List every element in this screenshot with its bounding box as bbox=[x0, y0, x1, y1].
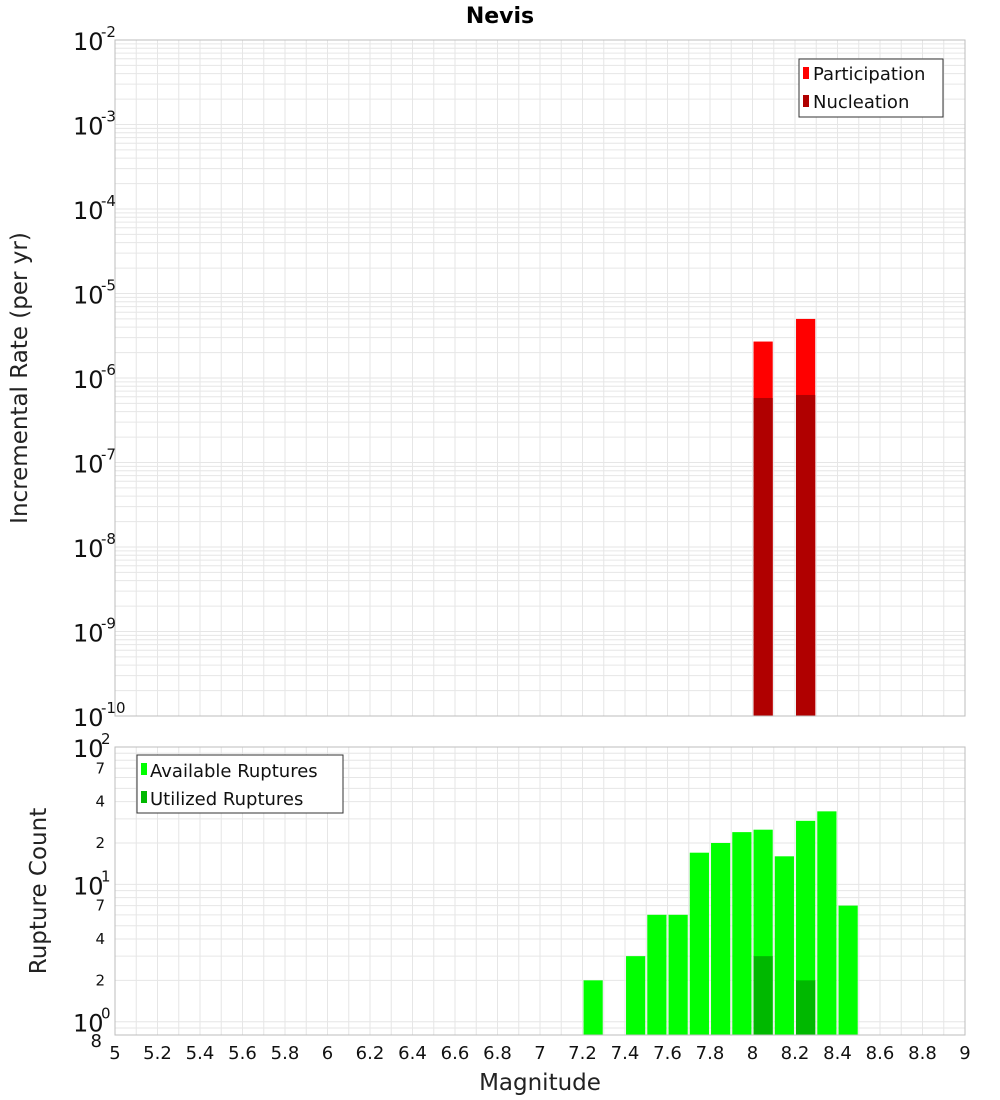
count-y-minor-tick-label: 4 bbox=[95, 793, 105, 811]
rate-y-tick-exponent: -9 bbox=[101, 615, 116, 633]
participation-legend-swatch bbox=[803, 67, 809, 79]
x-tick-label: 5.6 bbox=[228, 1043, 257, 1064]
count-plot-border bbox=[114, 746, 966, 1036]
rate-y-tick-exponent: -6 bbox=[101, 361, 116, 379]
available-ruptures-bar bbox=[647, 914, 667, 1035]
x-tick-label: 8.8 bbox=[908, 1043, 937, 1064]
nucleation-bar bbox=[796, 394, 816, 716]
count-legend: Available Ruptures Utilized Ruptures bbox=[136, 754, 344, 814]
x-tick-label: 8.6 bbox=[866, 1043, 895, 1064]
rate-y-tick-base: 10 bbox=[73, 366, 104, 394]
x-tick-label: 7.2 bbox=[568, 1043, 597, 1064]
available-ruptures-bar bbox=[711, 843, 731, 1035]
x-tick-label: 7.8 bbox=[696, 1043, 725, 1064]
rate-y-tick-base: 10 bbox=[73, 28, 104, 56]
available-legend-label: Available Ruptures bbox=[150, 761, 318, 782]
participation-legend-label: Participation bbox=[813, 64, 925, 85]
x-tick-label: 6 bbox=[322, 1043, 333, 1064]
count-y-minor-tick-label: 7 bbox=[95, 897, 105, 915]
rate-y-tick-base: 10 bbox=[73, 535, 104, 563]
count-y-minor-tick-label: 4 bbox=[95, 930, 105, 948]
nucleation-bar bbox=[753, 397, 773, 716]
available-ruptures-bar bbox=[774, 856, 794, 1035]
rate-y-axis-title: Incremental Rate (per yr) bbox=[7, 232, 33, 524]
rate-gridlines bbox=[114, 39, 966, 717]
utilized-ruptures-bar bbox=[753, 956, 773, 1035]
x-tick-label: 5 bbox=[109, 1043, 120, 1064]
rate-y-tick-exponent: -3 bbox=[101, 108, 116, 126]
count-y-minor-tick-label: 2 bbox=[95, 971, 105, 989]
count-y-minor-tick-label: 8 bbox=[91, 1031, 102, 1052]
count-y-tick-exponent: 2 bbox=[101, 730, 111, 748]
count-y-axis-title: Rupture Count bbox=[26, 808, 52, 974]
count-y-tick-exponent: 1 bbox=[101, 867, 111, 885]
x-tick-label: 8.4 bbox=[823, 1043, 852, 1064]
x-ticks: 5 5.2 5.4 5.6 5.8 6 6.2 6.4 6.6 6.8 7 7.2 7.4 7.6 7.8 8… bbox=[109, 1043, 970, 1064]
count-y-minor-tick-label: 7 bbox=[95, 759, 105, 777]
x-tick-label: 6.8 bbox=[483, 1043, 512, 1064]
x-tick-label: 7 bbox=[534, 1043, 545, 1064]
available-ruptures-bar bbox=[689, 852, 709, 1035]
rate-y-tick-exponent: -5 bbox=[101, 277, 116, 295]
x-tick-label: 7.4 bbox=[611, 1043, 640, 1064]
rate-y-tick-base: 10 bbox=[73, 620, 104, 648]
utilized-legend-swatch bbox=[141, 791, 147, 803]
x-tick-label: 6.6 bbox=[441, 1043, 470, 1064]
chart-title: Nevis bbox=[466, 4, 534, 29]
rate-y-tick-base: 10 bbox=[73, 282, 104, 310]
rate-bars bbox=[753, 318, 816, 716]
x-tick-label: 5.8 bbox=[271, 1043, 300, 1064]
available-ruptures-bar bbox=[668, 914, 688, 1035]
x-tick-label: 9 bbox=[959, 1043, 970, 1064]
rate-y-tick-base: 10 bbox=[73, 451, 104, 479]
count-y-tick-base: 10 bbox=[73, 872, 104, 900]
rate-y-tick-exponent: -4 bbox=[101, 192, 116, 210]
available-ruptures-bar bbox=[583, 980, 603, 1035]
x-tick-label: 5.2 bbox=[143, 1043, 172, 1064]
rate-y-tick-exponent: -7 bbox=[101, 446, 116, 464]
available-ruptures-bar bbox=[817, 811, 837, 1035]
x-tick-label: 6.2 bbox=[356, 1043, 385, 1064]
x-axis-title: Magnitude bbox=[479, 1070, 601, 1096]
rate-y-tick-exponent: -2 bbox=[101, 23, 116, 41]
x-tick-label: 6.4 bbox=[398, 1043, 427, 1064]
count-y-tick-exponent: 0 bbox=[101, 1005, 111, 1023]
rate-legend-box bbox=[798, 58, 944, 118]
available-ruptures-bar bbox=[838, 905, 858, 1035]
rate-y-tick-base: 10 bbox=[73, 113, 104, 141]
available-legend-swatch bbox=[141, 763, 147, 775]
count-y-tick-base: 10 bbox=[73, 735, 104, 763]
nucleation-legend-swatch bbox=[803, 95, 809, 107]
nucleation-legend-label: Nucleation bbox=[813, 92, 909, 113]
count-legend-box bbox=[136, 754, 344, 814]
available-ruptures-bar bbox=[626, 956, 646, 1035]
utilized-legend-label: Utilized Ruptures bbox=[150, 789, 303, 810]
utilized-ruptures-bar bbox=[796, 980, 816, 1035]
rate-legend: Participation Nucleation bbox=[798, 58, 944, 118]
rate-y-tick-base: 10 bbox=[73, 197, 104, 225]
rate-y-tick-exponent: -8 bbox=[101, 530, 116, 548]
count-y-minor-tick-label: 2 bbox=[95, 834, 105, 852]
count-bars bbox=[583, 811, 858, 1035]
x-tick-label: 8 bbox=[747, 1043, 758, 1064]
rate-plot-border bbox=[114, 39, 966, 717]
x-tick-label: 8.2 bbox=[781, 1043, 810, 1064]
rate-y-tick-exponent: -10 bbox=[101, 699, 126, 717]
x-tick-label: 7.6 bbox=[653, 1043, 682, 1064]
rate-y-tick-base: 10 bbox=[73, 704, 104, 732]
count-y-tick-base: 10 bbox=[73, 1010, 104, 1038]
x-tick-label: 5.4 bbox=[186, 1043, 215, 1064]
available-ruptures-bar bbox=[732, 832, 752, 1035]
